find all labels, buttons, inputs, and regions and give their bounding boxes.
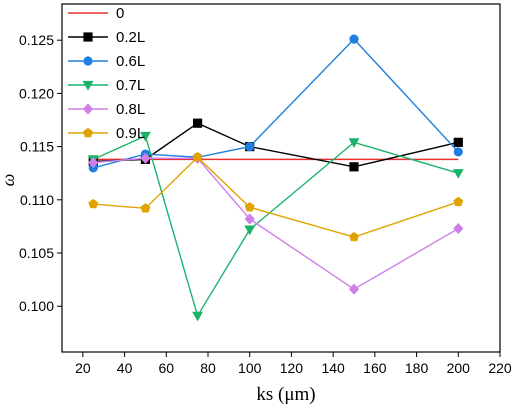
data-point xyxy=(453,137,463,147)
legend-marker xyxy=(82,80,94,91)
legend-marker xyxy=(83,127,93,138)
series-line xyxy=(93,156,459,238)
legend-label: 0.7L xyxy=(116,77,145,94)
x-tick-label: 20 xyxy=(75,360,91,376)
data-point xyxy=(88,156,99,169)
y-tick-label: 0.105 xyxy=(19,245,54,261)
x-tick-label: 220 xyxy=(488,360,512,376)
legend-label: 0.2L xyxy=(116,29,145,46)
y-axis-label: ω xyxy=(0,174,18,187)
data-point xyxy=(348,138,360,148)
series-line xyxy=(93,134,459,318)
data-point xyxy=(453,147,463,157)
series-0-9L xyxy=(88,152,464,242)
data-point xyxy=(245,142,255,152)
legend: 0 0.2L 0.6L 0.7L 0.8L 0.9L xyxy=(68,5,145,142)
x-tick-label: 160 xyxy=(363,360,387,376)
data-point xyxy=(348,283,360,295)
series-0-8L xyxy=(88,152,464,295)
x-tick-label: 40 xyxy=(117,360,133,376)
series-line xyxy=(93,157,459,291)
data-point xyxy=(244,202,255,212)
x-tick-label: 100 xyxy=(238,360,262,376)
axes: 20 40 60 80 100 120 140 160 180 200 220 0.100 0.105 0… xyxy=(19,3,512,376)
x-tick-label: 60 xyxy=(158,360,174,376)
data-point xyxy=(452,169,464,179)
data-point xyxy=(349,231,359,242)
data-point xyxy=(192,311,203,322)
x-tick-label: 180 xyxy=(405,360,429,376)
x-tick-label: 120 xyxy=(280,360,304,376)
series-line xyxy=(93,122,459,168)
y-tick-label: 0.120 xyxy=(19,85,54,101)
data-point xyxy=(244,225,256,236)
plot-frame xyxy=(61,3,501,353)
legend-item: 0.2L xyxy=(68,29,145,46)
legend-item: 0.6L xyxy=(68,53,145,70)
x-tick-label: 80 xyxy=(200,360,216,376)
legend-label: 0 xyxy=(116,5,124,22)
data-point xyxy=(140,131,151,142)
data-point xyxy=(140,203,151,213)
data-point xyxy=(192,118,203,128)
series-0-7L xyxy=(87,131,464,322)
data-point xyxy=(140,152,151,164)
legend-item: 0.9L xyxy=(68,125,145,142)
data-point xyxy=(349,162,359,172)
data-point xyxy=(244,213,255,225)
x-axis-label: ks (μm) xyxy=(256,384,315,405)
data-point xyxy=(88,198,99,209)
data-point xyxy=(349,34,359,44)
y-tick-label: 0.110 xyxy=(20,192,54,208)
legend-item: 0 xyxy=(68,5,124,22)
y-tick-label: 0.115 xyxy=(20,139,54,155)
legend-item: 0.7L xyxy=(68,77,145,94)
x-tick-label: 140 xyxy=(321,360,345,376)
legend-label: 0.9L xyxy=(116,125,145,142)
y-tick-label: 0.125 xyxy=(19,32,54,48)
legend-item: 0.8L xyxy=(68,101,145,118)
series-line xyxy=(93,38,459,169)
x-tick-label: 200 xyxy=(447,360,471,376)
data-point xyxy=(192,152,203,162)
legend-label: 0.6L xyxy=(116,53,145,70)
legend-marker xyxy=(83,56,93,66)
legend-label: 0.8L xyxy=(116,101,145,118)
plot-series xyxy=(87,34,464,322)
legend-marker xyxy=(83,32,93,42)
data-point xyxy=(453,196,464,207)
y-tick-label: 0.100 xyxy=(19,298,54,314)
legend-marker xyxy=(82,103,94,115)
data-point xyxy=(453,222,464,235)
